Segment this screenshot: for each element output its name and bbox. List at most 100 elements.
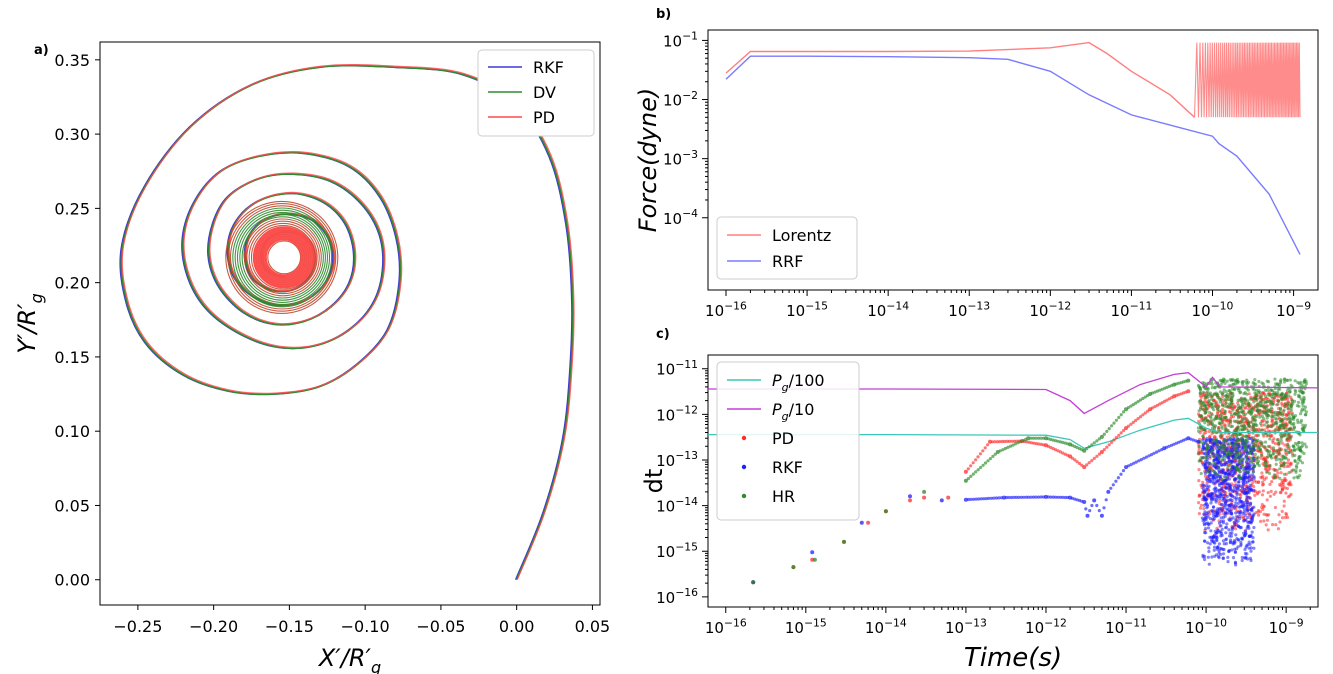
point bbox=[1206, 521, 1210, 525]
panel-b: b) 10−16 10−15 10−14 10−13 10−12 10−11 10−10 10−… bbox=[634, 7, 1319, 320]
point bbox=[1271, 452, 1275, 456]
point bbox=[1237, 456, 1242, 460]
x-tick-label-b: 10−9 bbox=[1276, 299, 1311, 320]
point bbox=[1285, 486, 1289, 491]
point bbox=[1218, 491, 1222, 496]
point bbox=[1240, 536, 1244, 540]
x-tick-label-a: −0.05 bbox=[416, 617, 465, 636]
point bbox=[1155, 403, 1159, 407]
point bbox=[1102, 448, 1106, 452]
point bbox=[1264, 413, 1269, 417]
point bbox=[1287, 433, 1291, 437]
point bbox=[1233, 456, 1237, 460]
point bbox=[1206, 486, 1210, 490]
point bbox=[1228, 435, 1232, 439]
point bbox=[1153, 390, 1157, 394]
point bbox=[1061, 495, 1065, 499]
point bbox=[1039, 442, 1043, 446]
point bbox=[1197, 449, 1201, 453]
point bbox=[1157, 449, 1161, 453]
panel-label-a: a) bbox=[34, 43, 49, 58]
point bbox=[1283, 486, 1287, 490]
point bbox=[1216, 545, 1220, 549]
point bbox=[1225, 478, 1229, 482]
point bbox=[1264, 461, 1268, 466]
point bbox=[1224, 538, 1228, 542]
point bbox=[1300, 441, 1304, 445]
point bbox=[1265, 498, 1269, 502]
point bbox=[1254, 382, 1258, 386]
point bbox=[1244, 449, 1248, 453]
point bbox=[1227, 404, 1231, 408]
point bbox=[986, 459, 990, 463]
point bbox=[1251, 425, 1255, 429]
point bbox=[1209, 416, 1213, 420]
point bbox=[1299, 418, 1304, 423]
point bbox=[1228, 487, 1232, 491]
point bbox=[1212, 418, 1216, 422]
point bbox=[1213, 404, 1217, 409]
point bbox=[1001, 448, 1005, 452]
point bbox=[1131, 403, 1135, 407]
point bbox=[1241, 511, 1245, 516]
point bbox=[1165, 445, 1169, 449]
point bbox=[983, 446, 987, 450]
point bbox=[1237, 480, 1241, 484]
point bbox=[1199, 388, 1203, 392]
point bbox=[1245, 507, 1249, 512]
point bbox=[1232, 419, 1236, 423]
point bbox=[1049, 437, 1053, 442]
point bbox=[1213, 498, 1217, 502]
point bbox=[1197, 459, 1201, 463]
point bbox=[977, 497, 981, 501]
point bbox=[1114, 436, 1118, 440]
point bbox=[969, 474, 973, 478]
y-tick-label-b: 10−3 bbox=[663, 148, 698, 169]
point bbox=[1270, 395, 1274, 399]
point bbox=[1017, 495, 1021, 499]
y-tick-label-c: 10−11 bbox=[656, 358, 698, 379]
point bbox=[1082, 448, 1087, 453]
point bbox=[1199, 404, 1203, 408]
point bbox=[1250, 530, 1254, 534]
point bbox=[1283, 423, 1287, 427]
point bbox=[1236, 442, 1240, 446]
point bbox=[1160, 401, 1164, 405]
point bbox=[1295, 475, 1299, 479]
point bbox=[1211, 536, 1215, 540]
point bbox=[1240, 463, 1244, 467]
point bbox=[1227, 503, 1231, 507]
point bbox=[1201, 553, 1205, 557]
inner-ring bbox=[248, 222, 318, 292]
point bbox=[1119, 472, 1123, 476]
point bbox=[1205, 513, 1209, 517]
point bbox=[1278, 467, 1282, 471]
point bbox=[1205, 503, 1210, 507]
point bbox=[1084, 507, 1088, 511]
y-tick-label-b: 10−4 bbox=[663, 207, 698, 228]
point bbox=[1132, 461, 1136, 465]
point bbox=[1126, 406, 1130, 410]
point bbox=[1238, 391, 1242, 395]
point bbox=[1282, 472, 1286, 476]
point bbox=[1102, 506, 1106, 510]
point bbox=[1251, 481, 1255, 485]
point bbox=[1220, 527, 1224, 531]
point bbox=[1289, 404, 1293, 408]
point bbox=[1228, 453, 1232, 457]
point bbox=[1197, 501, 1201, 505]
point bbox=[1288, 378, 1292, 382]
point bbox=[1070, 496, 1074, 500]
point bbox=[1247, 402, 1251, 406]
point bbox=[1232, 486, 1237, 490]
point bbox=[1252, 485, 1256, 489]
point bbox=[1265, 470, 1269, 474]
point bbox=[1286, 458, 1291, 462]
point bbox=[1054, 448, 1058, 452]
point bbox=[1298, 459, 1302, 463]
legend-label-pd: PD bbox=[772, 429, 794, 448]
point bbox=[1286, 406, 1290, 410]
point bbox=[1247, 462, 1251, 466]
point bbox=[1250, 459, 1254, 463]
point bbox=[1000, 439, 1004, 444]
